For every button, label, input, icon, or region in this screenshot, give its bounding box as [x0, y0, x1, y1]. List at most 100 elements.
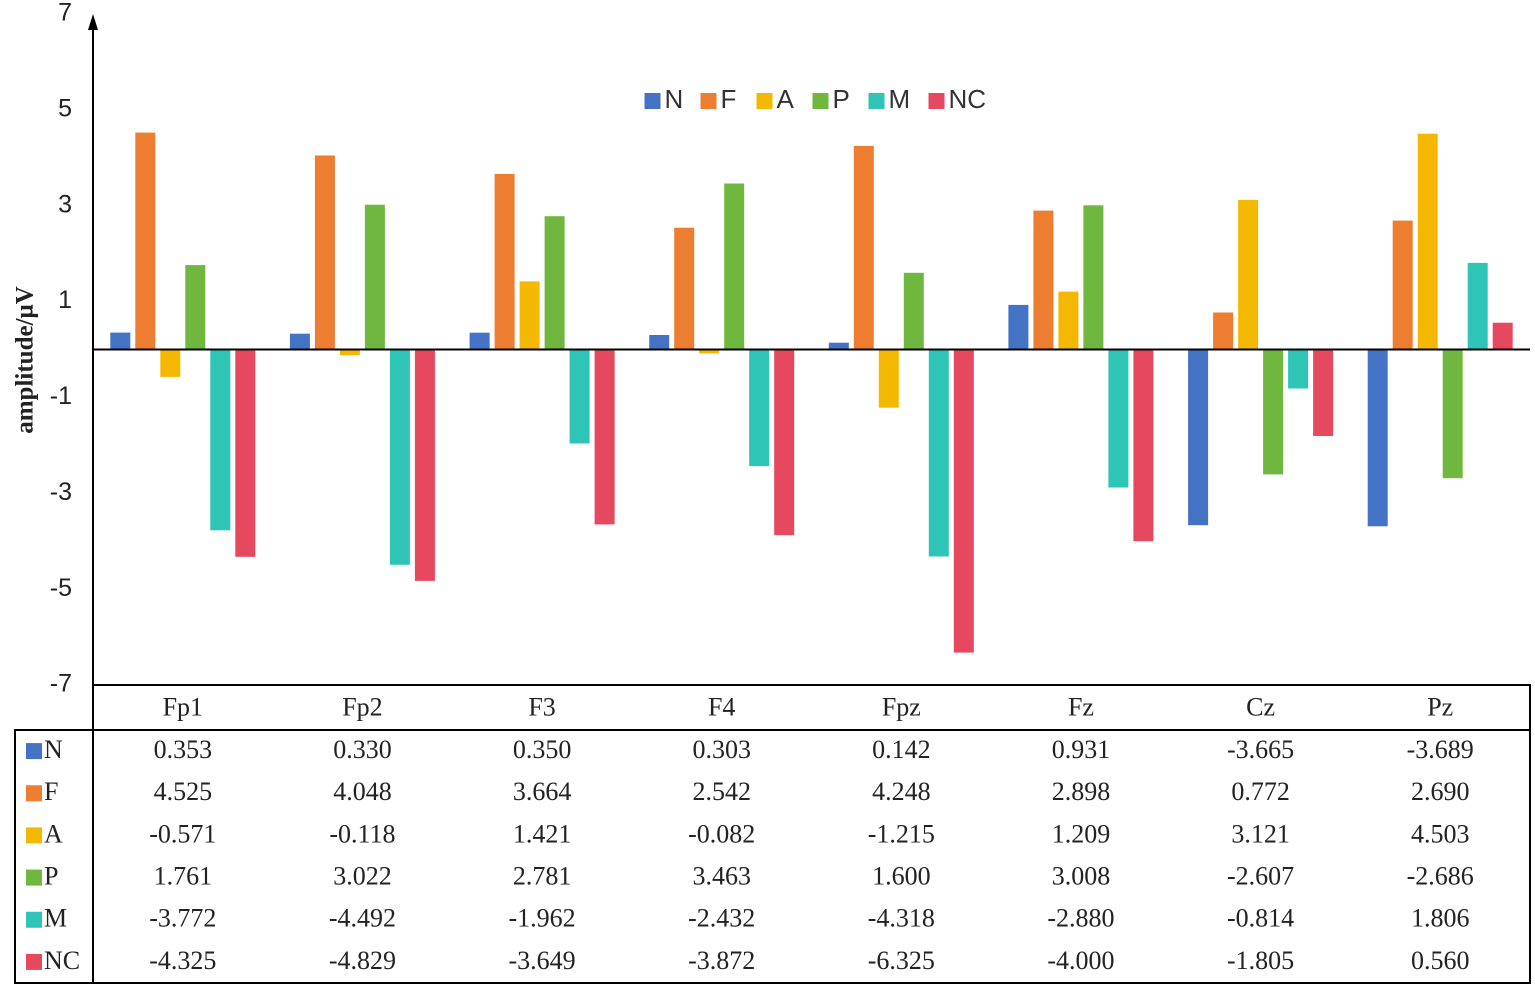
y-tick-label: -5	[50, 574, 72, 602]
y-tick-label: 7	[58, 0, 72, 27]
table-swatch-A	[26, 827, 42, 844]
bar-N-Pz	[1367, 349, 1388, 527]
data-table: Fp1 Fp2 F3 F4 Fpz Fz Cz Pz N 0.353 0.330 0.350 0.303…	[14, 684, 1531, 984]
bar-M-Cz	[1288, 349, 1309, 389]
y-tick-label: -1	[50, 382, 72, 410]
bar-NC-F3	[594, 349, 615, 525]
x-tick-label-Cz: Cz	[1246, 692, 1275, 721]
table-cell: -1.215	[868, 819, 935, 848]
legend-swatch-M	[868, 93, 885, 109]
table-swatch-F	[26, 785, 42, 802]
x-tick-label-Fp1: Fp1	[163, 692, 203, 721]
table-cell: 3.463	[692, 862, 751, 891]
table-cell: -3.665	[1227, 735, 1294, 764]
bar-P-F4	[724, 183, 745, 350]
legend-label-A: A	[777, 84, 795, 114]
table-row-label-A: A	[44, 819, 63, 848]
bars-layer	[110, 132, 1513, 653]
bar-M-F3	[569, 349, 590, 444]
x-tick-label-Pz: Pz	[1427, 692, 1453, 721]
bar-A-F4	[699, 349, 720, 354]
bar-N-Fp2	[289, 333, 310, 350]
table-cell: 4.525	[154, 777, 213, 806]
table-cell: 3.022	[333, 862, 392, 891]
bar-F-Fpz	[853, 145, 874, 350]
bar-P-Fp1	[185, 265, 206, 350]
y-axis-label: amplitude/μV	[12, 286, 39, 434]
bar-A-Pz	[1417, 133, 1438, 350]
bar-NC-Fpz	[953, 349, 974, 653]
bar-N-Fpz	[828, 342, 849, 350]
bar-N-Cz	[1188, 349, 1209, 526]
table-cell: -0.082	[688, 819, 755, 848]
table-cell: -3.689	[1407, 735, 1474, 764]
legend-label-F: F	[721, 84, 737, 114]
table-body-box	[14, 729, 1531, 984]
x-tick-label-F3: F3	[528, 692, 555, 721]
table-swatch-M	[26, 911, 42, 928]
bar-F-F3	[494, 173, 515, 350]
table-cell: 1.806	[1411, 904, 1470, 933]
table-cell: 2.781	[513, 862, 572, 891]
table-swatch-N	[26, 743, 42, 760]
x-tick-label-Fpz: Fpz	[882, 692, 921, 721]
bar-N-F3	[469, 332, 490, 350]
bar-F-Fp2	[314, 155, 335, 350]
bar-F-F4	[674, 227, 695, 350]
table-cell: -4.325	[149, 946, 216, 975]
table-cell: 1.209	[1052, 819, 1111, 848]
table-cell: -2.432	[688, 904, 755, 933]
bar-NC-Pz	[1492, 322, 1513, 350]
table-cell: 4.503	[1411, 819, 1470, 848]
y-tick-label: 1	[58, 286, 72, 314]
bar-A-Fp1	[160, 349, 181, 377]
table-cell: 1.421	[513, 819, 572, 848]
bar-P-Pz	[1442, 349, 1463, 479]
legend: N F A P M NC	[644, 84, 987, 114]
table-cell: -4.318	[868, 904, 935, 933]
table-cell: -6.325	[868, 946, 935, 975]
bar-NC-Fp1	[235, 349, 256, 557]
table-cell: -1.962	[508, 904, 575, 933]
bar-F-Cz	[1213, 312, 1234, 350]
bar-F-Pz	[1392, 220, 1413, 350]
table-cell: 3.121	[1231, 819, 1290, 848]
table-row-label-NC: NC	[44, 946, 80, 975]
table-cell: 2.690	[1411, 777, 1470, 806]
table-row-label-P: P	[44, 862, 58, 891]
bar-P-F3	[544, 216, 565, 350]
table-cell: 0.931	[1052, 735, 1111, 764]
table-cell: -0.814	[1227, 904, 1294, 933]
x-tick-label-Fp2: Fp2	[342, 692, 382, 721]
table-cell: -3.872	[688, 946, 755, 975]
bar-N-F4	[649, 335, 670, 350]
bar-M-Fp2	[389, 349, 410, 565]
legend-label-NC: NC	[949, 84, 987, 114]
y-tick-label: -7	[50, 670, 72, 698]
table-cell: 3.664	[513, 777, 572, 806]
legend-label-N: N	[665, 84, 684, 114]
table-cell: -2.880	[1047, 904, 1114, 933]
table-cell: -4.000	[1047, 946, 1114, 975]
y-tick-label: 3	[58, 190, 72, 218]
bar-P-Cz	[1263, 349, 1284, 475]
bar-M-Fp1	[210, 349, 231, 531]
table-cell: 0.350	[513, 735, 572, 764]
table-row-label-N: N	[44, 735, 63, 764]
x-tick-label-Fz: Fz	[1068, 692, 1094, 721]
table-cell: 2.542	[692, 777, 751, 806]
bar-M-Fz	[1108, 349, 1129, 488]
bar-N-Fp1	[110, 332, 131, 350]
table-cell: 0.772	[1231, 777, 1290, 806]
legend-label-M: M	[889, 84, 911, 114]
bar-M-Fpz	[928, 349, 949, 557]
table-cell: 0.330	[333, 735, 392, 764]
bar-A-Fpz	[878, 349, 899, 408]
table-row-label-M: M	[44, 904, 67, 933]
table-cell: 0.142	[872, 735, 931, 764]
table-cell: 1.761	[154, 862, 213, 891]
bar-P-Fz	[1083, 205, 1104, 350]
table-cell: -2.686	[1407, 862, 1474, 891]
table-cell: -3.772	[149, 904, 216, 933]
